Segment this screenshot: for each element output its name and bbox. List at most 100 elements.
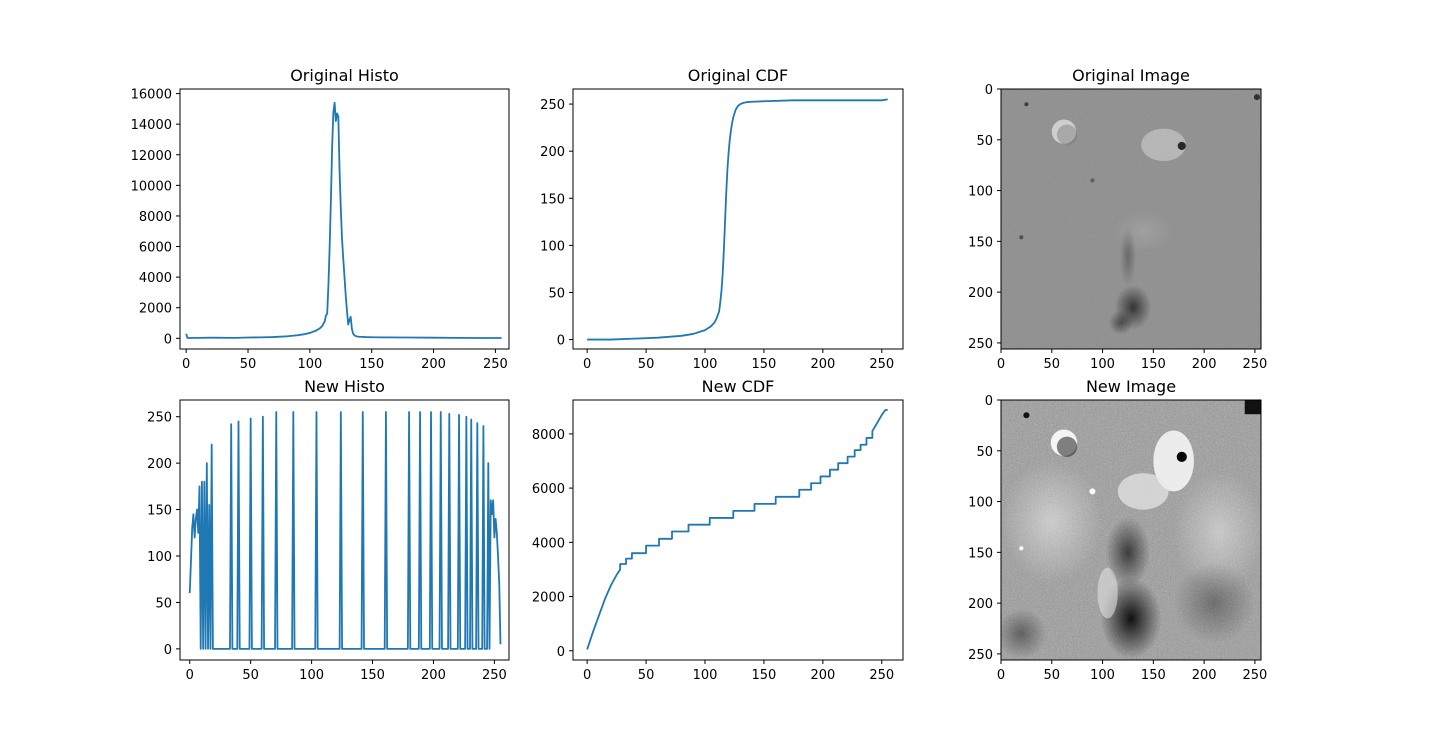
new-image-ytick-label: 50 xyxy=(976,445,993,460)
new-histo-xtick-label: 200 xyxy=(421,668,446,683)
original-image-title: Original Image xyxy=(1072,66,1190,85)
new-image-ticks: 0 50 100 150 200 250 0 50 100 150 200 250 xyxy=(968,394,1267,683)
original-image-xtick-label: 50 xyxy=(1044,357,1061,372)
new-histo-axes-frame xyxy=(179,399,510,661)
new-histo-xtick-label: 150 xyxy=(360,668,385,683)
original-cdf-xtick-label: 250 xyxy=(869,357,894,372)
new-image-ytick-label: 0 xyxy=(985,394,993,409)
new-image-frame xyxy=(1000,399,1262,661)
original-image-frame xyxy=(1000,88,1262,350)
original-image-xtick-label: 200 xyxy=(1192,357,1217,372)
original-image-ytick-label: 200 xyxy=(968,286,993,301)
new-image-xtick-label: 100 xyxy=(1090,668,1115,683)
original-cdf-ytick-label: 200 xyxy=(540,145,565,160)
new-histo-ytick-label: 50 xyxy=(155,596,172,611)
original-cdf-chart: Original CDF 0 50 100 150 200 250 0 50 100 150 200 2… xyxy=(540,66,904,372)
original-image-ytick-label: 0 xyxy=(985,83,993,98)
original-histo-ytick-label: 14000 xyxy=(131,118,172,133)
new-image-xtick-label: 150 xyxy=(1141,668,1166,683)
original-histo-ytick-label: 10000 xyxy=(131,179,172,194)
original-image-xtick-label: 250 xyxy=(1242,357,1267,372)
new-cdf-series-line-0 xyxy=(586,409,888,650)
new-image-panel: New Image 0 50 100 150 200 250 0 50 100 150 200 250 xyxy=(968,377,1267,683)
original-image-ytick-label: 100 xyxy=(968,185,993,200)
original-histo-xtick-label: 0 xyxy=(182,357,190,372)
original-histo-xtick-label: 150 xyxy=(359,357,384,372)
original-image-ytick-label: 50 xyxy=(976,134,993,149)
new-image-ytick-label: 150 xyxy=(968,546,993,561)
original-cdf-xtick-label: 150 xyxy=(752,357,777,372)
original-histo-chart: Original Histo 0 50 100 150 200 250 0 2000 4000 60… xyxy=(131,66,510,372)
new-histo-series-line-0 xyxy=(188,411,502,650)
new-image-xtick-label: 50 xyxy=(1044,668,1061,683)
original-histo-xtick-label: 100 xyxy=(297,357,322,372)
new-histo-xtick-label: 0 xyxy=(186,668,194,683)
original-cdf-ytick-label: 50 xyxy=(548,286,565,301)
new-histo-xtick-label: 50 xyxy=(242,668,259,683)
original-image-panel: Original Image 0 50 100 150 200 250 0 50 100 150 2… xyxy=(968,66,1267,372)
new-image-ytick-label: 100 xyxy=(968,496,993,511)
new-image-ytick-label: 250 xyxy=(968,648,993,663)
new-cdf-ytick-label: 2000 xyxy=(532,591,565,606)
new-histo-xtick-label: 250 xyxy=(482,668,507,683)
new-histo-ytick-label: 250 xyxy=(147,411,172,426)
original-cdf-series-line-0 xyxy=(587,98,888,341)
new-histo-ytick-label: 100 xyxy=(147,550,172,565)
new-image-xtick-label: 250 xyxy=(1242,668,1267,683)
original-histo-axes-frame xyxy=(179,88,510,350)
original-histo-series-line-0 xyxy=(185,101,502,339)
original-cdf-xtick-label: 100 xyxy=(693,357,718,372)
original-image xyxy=(1001,89,1261,349)
new-image-ytick-label: 200 xyxy=(968,597,993,612)
original-cdf-title: Original CDF xyxy=(688,66,788,85)
original-image-xtick-label: 150 xyxy=(1141,357,1166,372)
new-cdf-axes-frame xyxy=(572,399,904,661)
original-histo-title: Original Histo xyxy=(290,66,399,85)
original-histo-ytick-label: 0 xyxy=(164,332,172,347)
original-cdf-xtick-label: 50 xyxy=(638,357,655,372)
original-image-xtick-label: 100 xyxy=(1090,357,1115,372)
original-cdf-axes-frame xyxy=(572,88,904,350)
original-histo-ytick-label: 2000 xyxy=(139,302,172,317)
new-cdf-ytick-label: 8000 xyxy=(532,428,565,443)
original-image-ticks: 0 50 100 150 200 250 0 50 100 150 200 250 xyxy=(968,83,1267,372)
new-histo-ytick-label: 200 xyxy=(147,457,172,472)
original-histo-ytick-label: 12000 xyxy=(131,149,172,164)
new-histo-title: New Histo xyxy=(304,377,385,396)
new-cdf-ytick-label: 4000 xyxy=(532,536,565,551)
new-histo-xtick-label: 100 xyxy=(299,668,324,683)
new-histo-ytick-label: 0 xyxy=(164,643,172,658)
new-image-xtick-label: 0 xyxy=(997,668,1005,683)
original-cdf-ytick-label: 0 xyxy=(557,334,565,349)
original-cdf-xtick-label: 0 xyxy=(583,357,591,372)
new-cdf-xtick-label: 100 xyxy=(693,668,718,683)
original-cdf-xtick-label: 200 xyxy=(810,357,835,372)
new-image-title: New Image xyxy=(1086,377,1176,396)
original-cdf-ytick-label: 150 xyxy=(540,192,565,207)
new-cdf-chart: New CDF 0 50 100 150 200 250 0 2000 4000 6000 8000 xyxy=(532,377,904,683)
original-image-ytick-label: 250 xyxy=(968,337,993,352)
original-histo-ytick-label: 6000 xyxy=(139,241,172,256)
new-histo-ytick-label: 150 xyxy=(147,504,172,519)
original-image-xtick-label: 0 xyxy=(997,357,1005,372)
new-image-xtick-label: 200 xyxy=(1192,668,1217,683)
new-cdf-title: New CDF xyxy=(702,377,775,396)
original-cdf-ytick-label: 250 xyxy=(540,98,565,113)
new-cdf-ytick-label: 0 xyxy=(557,645,565,660)
new-cdf-ytick-label: 6000 xyxy=(532,482,565,497)
new-cdf-xtick-label: 250 xyxy=(869,668,894,683)
original-image-ytick-label: 150 xyxy=(968,235,993,250)
new-histo-chart: New Histo 0 50 100 150 200 250 0 50 100 150 200 250 xyxy=(147,377,510,683)
original-histo-xtick-label: 200 xyxy=(421,357,446,372)
original-histo-ytick-label: 16000 xyxy=(131,88,172,103)
original-histo-xtick-label: 50 xyxy=(240,357,257,372)
original-histo-ytick-label: 4000 xyxy=(139,271,172,286)
new-cdf-xtick-label: 150 xyxy=(752,668,777,683)
original-histo-xtick-label: 250 xyxy=(483,357,508,372)
original-histo-ytick-label: 8000 xyxy=(139,210,172,225)
new-cdf-xtick-label: 50 xyxy=(638,668,655,683)
original-cdf-ytick-label: 100 xyxy=(540,239,565,254)
new-cdf-xtick-label: 0 xyxy=(583,668,591,683)
